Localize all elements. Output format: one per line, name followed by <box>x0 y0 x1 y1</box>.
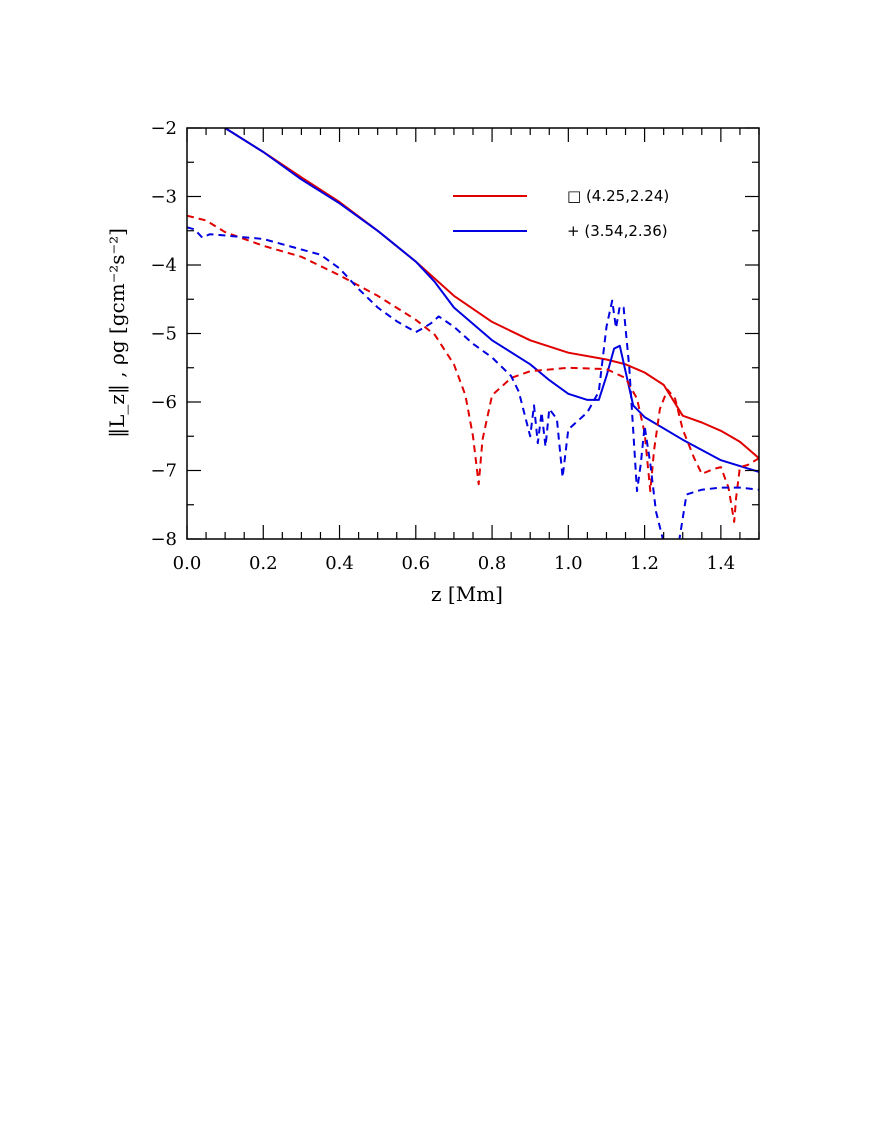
y-tick-label: −5 <box>150 324 177 345</box>
series-line-1-solid <box>224 128 759 473</box>
x-tick-label: 0.0 <box>173 553 202 574</box>
x-tick-labels: 0.0 0.2 0.4 0.6 0.8 1.0 1.2 1.4 <box>173 553 736 574</box>
ticks-layer <box>186 127 760 540</box>
legend-label-red: □ (4.25,2.24) <box>567 187 669 205</box>
x-tick-label: 0.8 <box>478 553 507 574</box>
y-tick-label: −6 <box>150 392 177 413</box>
plot-frame <box>186 127 760 540</box>
y-tick-label: −4 <box>150 255 177 276</box>
x-tick-label: 0.4 <box>325 553 354 574</box>
legend-label-blue: + (3.54,2.36) <box>567 222 668 240</box>
series-line-3-dashed <box>187 226 759 539</box>
y-tick-label: −2 <box>150 118 177 139</box>
series-layer <box>187 128 759 539</box>
x-tick-label: 1.0 <box>554 553 583 574</box>
legend: □ (4.25,2.24) + (3.54,2.36) <box>453 187 669 240</box>
y-tick-label: −8 <box>150 529 177 550</box>
x-tick-label: 0.6 <box>401 553 430 574</box>
y-tick-label: −7 <box>150 461 177 482</box>
x-tick-label: 1.2 <box>630 553 659 574</box>
x-axis-title: z [Mm] <box>431 582 503 606</box>
x-tick-label: 0.2 <box>249 553 278 574</box>
series-line-0-solid <box>224 128 759 459</box>
y-tick-label: −3 <box>150 187 177 208</box>
y-tick-labels: −8 −7 −6 −5 −4 −3 −2 <box>150 118 177 550</box>
x-tick-label: 1.4 <box>707 553 736 574</box>
series-line-2-dashed <box>187 214 759 523</box>
y-axis-title: ‖L_z‖ , ρg [gcm⁻²s⁻²] <box>105 228 130 438</box>
